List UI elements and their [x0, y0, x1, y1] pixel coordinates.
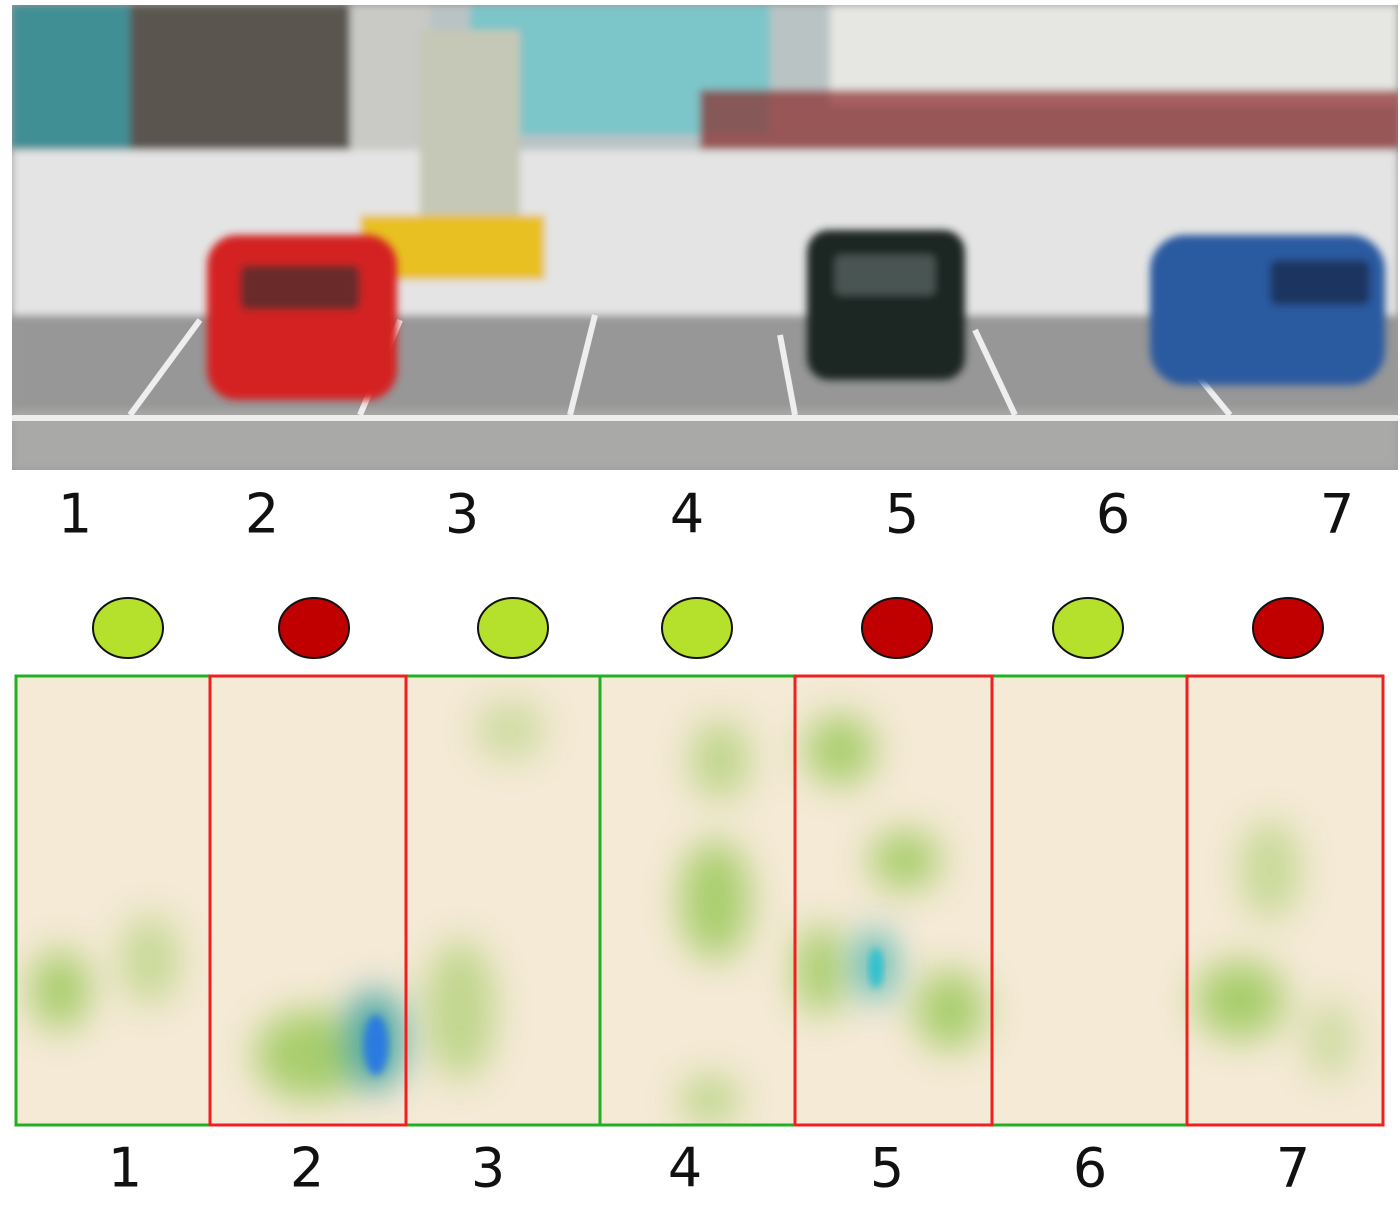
status-indicator [477, 597, 549, 659]
slot-label-bottom: 3 [471, 1137, 505, 1200]
slot-label-bottom: 1 [108, 1137, 142, 1200]
status-indicator [92, 597, 164, 659]
slot-panel-border [793, 674, 994, 1127]
slot-label-top: 4 [670, 483, 704, 546]
status-indicator [1052, 597, 1124, 659]
status-indicator [278, 597, 350, 659]
heatmap [16, 676, 1383, 1125]
slot-label-top: 7 [1320, 483, 1354, 546]
slot-label-bottom: 5 [870, 1137, 904, 1200]
slot-label-bottom: 6 [1073, 1137, 1107, 1200]
slot-label-bottom: 4 [668, 1137, 702, 1200]
slot-panel-border [208, 674, 408, 1127]
slot-label-top: 3 [445, 483, 479, 546]
slot-label-bottom: 2 [290, 1137, 324, 1200]
status-indicator [661, 597, 733, 659]
slot-label-top: 1 [58, 483, 92, 546]
status-indicator [1252, 597, 1324, 659]
status-indicator [861, 597, 933, 659]
slots: 1 1 2 2 3 3 4 4 5 5 6 6 7 7 [14, 483, 1385, 1200]
slot-label-bottom: 7 [1276, 1137, 1310, 1200]
slot-label-top: 2 [245, 483, 279, 546]
slot-label-top: 6 [1096, 483, 1130, 546]
parking-photo [12, 5, 1398, 470]
slot-label-top: 5 [885, 483, 919, 546]
slot-panel-border [1185, 674, 1385, 1127]
